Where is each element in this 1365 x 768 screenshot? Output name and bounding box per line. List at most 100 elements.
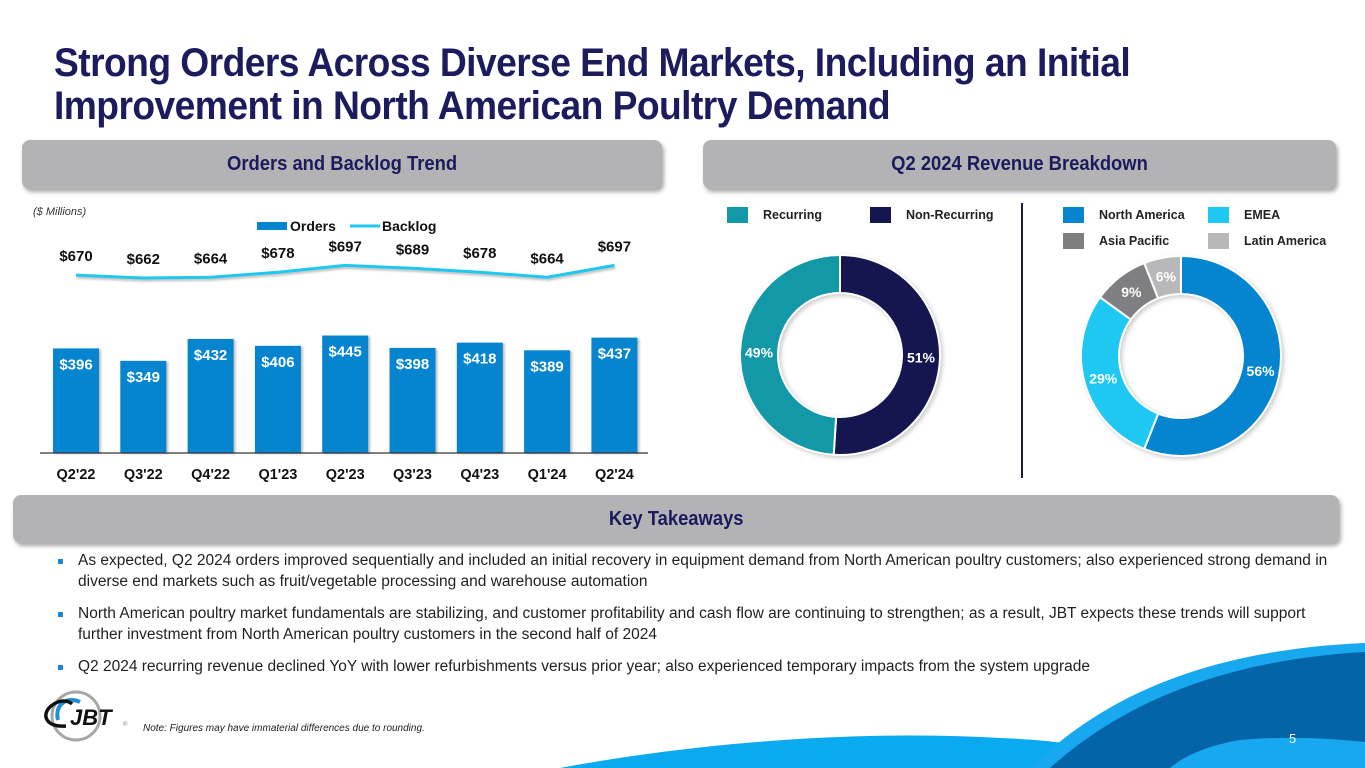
x-tick-label: Q2'24 [595, 467, 634, 483]
orders-bar [456, 342, 503, 453]
legend-asia-pacific-label: Asia Pacific [1099, 234, 1170, 248]
orders-bar-label: $389 [530, 358, 563, 375]
legend-north-america-label: North America [1099, 208, 1185, 222]
legend-non-recurring: Non-Recurring [870, 207, 994, 223]
legend-recurring-swatch [727, 207, 748, 223]
orders-bar [524, 350, 571, 453]
donut-slice-label: 29% [1089, 371, 1118, 387]
page-title-line-2: Improvement in North American Poultry De… [54, 84, 891, 128]
donut-slice-label: 56% [1247, 363, 1276, 379]
backlog-label: $678 [463, 245, 496, 262]
legend-non-recurring-swatch [870, 207, 891, 223]
orders-bar [120, 360, 167, 453]
orders-bar-label: $445 [329, 344, 362, 361]
donut-slice-latin-america [1142, 254, 1182, 300]
orders-bar-label: $349 [127, 369, 160, 386]
legend-orders-label: Orders [290, 218, 336, 234]
logo-text: JBT [70, 705, 113, 730]
orders-bar [187, 338, 234, 453]
orders-bars: $396 $349 $432 $406 $445 $398 $418 $389 $437 [53, 335, 638, 453]
region-donut-chart: 56% 29% 9% 6% [1080, 254, 1282, 457]
chart-divider [1021, 203, 1023, 478]
orders-bar-label: $432 [194, 347, 227, 364]
legend-emea: EMEA [1208, 207, 1280, 223]
bullet-square-icon [58, 665, 63, 670]
donut-slice-north-america [1142, 254, 1282, 457]
x-tick-label: Q2'22 [57, 467, 96, 483]
orders-bar-label: $396 [59, 356, 92, 373]
revenue-breakdown-header: Q2 2024 Revenue Breakdown [703, 140, 1336, 189]
backlog-label: $678 [261, 245, 294, 262]
legend-asia-pacific: Asia Pacific [1063, 233, 1169, 249]
takeaway-text: North American poultry market fundamenta… [78, 605, 1306, 643]
orders-bar-label: $406 [261, 354, 294, 371]
orders-backlog-header: Orders and Backlog Trend [22, 140, 662, 189]
bullet-square-icon [58, 612, 63, 617]
orders-bar-label: $437 [598, 346, 631, 363]
takeaways-list: As expected, Q2 2024 orders improved seq… [58, 551, 1338, 690]
backlog-label: $697 [329, 238, 362, 255]
jbt-logo: JBT ® [44, 690, 128, 742]
legend-north-america-swatch [1063, 207, 1084, 223]
legend-recurring-label: Recurring [763, 208, 823, 222]
legend-non-recurring-label: Non-Recurring [906, 208, 994, 222]
page-number: 5 [1289, 731, 1297, 746]
legend-asia-pacific-swatch [1063, 233, 1084, 249]
orders-bar-label: $398 [396, 356, 429, 373]
orders-bar [591, 337, 638, 453]
orders-backlog-chart: Orders Backlog $396$349$432 $406$445$398 $… [40, 218, 648, 483]
donut-slice-recurring [739, 253, 841, 456]
orders-bar [53, 348, 99, 453]
legend-emea-label: EMEA [1244, 208, 1281, 222]
bullet-square-icon [58, 559, 63, 564]
legend-latin-america: Latin America [1208, 233, 1326, 249]
orders-bar [254, 345, 301, 453]
x-tick-label: Q4'23 [460, 467, 499, 483]
footnote: Note: Figures may have immaterial differ… [143, 723, 425, 734]
orders-bar [322, 335, 369, 453]
logo-registered-mark: ® [123, 721, 128, 728]
logo-black-swoosh [44, 699, 74, 728]
takeaway-item: As expected, Q2 2024 orders improved seq… [58, 551, 1338, 592]
backlog-label: $697 [598, 238, 631, 255]
backlog-label: $662 [127, 251, 160, 268]
page-title: Strong Orders Across Diverse End Markets… [54, 42, 1244, 128]
x-tick-label: Q3'23 [393, 467, 432, 483]
recurring-donut-chart: 51% 49% [739, 253, 941, 456]
orders-bar-label: $418 [463, 351, 496, 368]
x-tick-label: Q3'22 [124, 467, 163, 483]
x-tick-label: Q2'23 [326, 467, 365, 483]
x-tick-label: Q4'22 [191, 467, 230, 483]
x-axis-ticks: Q2'22 Q3'22 Q4'22 Q1'23 Q2'23 Q3'23 Q4'23 Q1'24… [57, 467, 634, 483]
wave-light [560, 735, 1180, 768]
key-takeaways-header-label: Key Takeaways [608, 507, 744, 530]
revenue-breakdown-header-label: Q2 2024 Revenue Breakdown [891, 153, 1148, 175]
donut-slice-non-recurring [832, 253, 941, 456]
units-note: ($ Millions) [33, 206, 87, 218]
backlog-label: $664 [194, 250, 228, 267]
orders-backlog-header-label: Orders and Backlog Trend [226, 153, 458, 175]
donut-slice-label: 6% [1156, 268, 1177, 284]
donut-slice-label: 49% [745, 344, 774, 360]
donut-slice-label: 9% [1121, 284, 1142, 300]
takeaway-text: As expected, Q2 2024 orders improved seq… [78, 552, 1328, 590]
orders-bar [389, 347, 436, 453]
backlog-label: $664 [530, 250, 564, 267]
legend-latin-america-label: Latin America [1244, 234, 1327, 248]
legend-latin-america-swatch [1208, 233, 1229, 249]
logo-gray-ring [50, 690, 102, 742]
takeaway-text: Q2 2024 recurring revenue declined YoY w… [78, 658, 1091, 675]
legend-backlog-label: Backlog [382, 218, 436, 234]
backlog-series: $670 $662 $664 $678 $697 $689 $678 $664 $697 [59, 238, 631, 280]
x-tick-label: Q1'23 [258, 467, 297, 483]
legend-north-america: North America [1063, 207, 1185, 223]
donut-slice-label: 51% [907, 350, 936, 366]
backlog-label: $689 [396, 241, 429, 258]
page-title-line-1: Strong Orders Across Diverse End Markets… [54, 41, 1131, 85]
key-takeaways-header: Key Takeaways [13, 495, 1339, 543]
legend-emea-swatch [1208, 207, 1229, 223]
legend-orders-swatch [257, 222, 287, 230]
chart-legend: Orders Backlog [257, 218, 436, 234]
x-tick-label: Q1'24 [528, 467, 567, 483]
takeaway-item: Q2 2024 recurring revenue declined YoY w… [58, 657, 1338, 678]
